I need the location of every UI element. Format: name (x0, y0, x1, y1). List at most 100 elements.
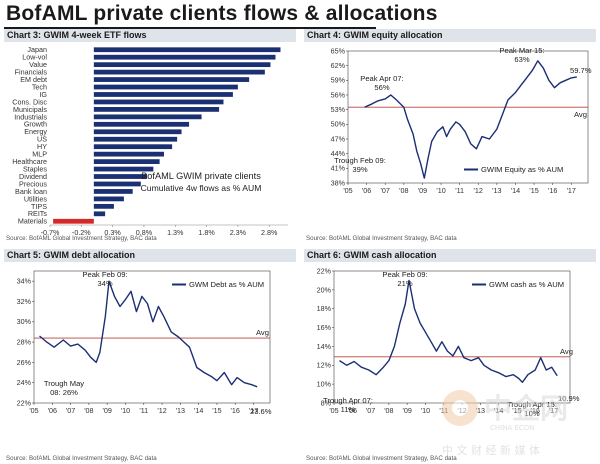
chart3-category-label: Bank loan (15, 187, 47, 196)
chart4-y-tick-label: 56% (331, 90, 346, 99)
chart6-annotation-trough2: 10% (524, 409, 539, 418)
chart4-panel: Chart 4: GWIM equity allocation 38% 41% 44… (304, 29, 596, 243)
chart4-x-tick-label: '11 (455, 186, 464, 195)
chart4-y-tick-label: 53% (331, 105, 346, 114)
chart4-x-tick-label: '09 (418, 186, 427, 195)
chart4-y-tick-label: 44% (331, 149, 346, 158)
chart3-category-label: Municipals (13, 105, 47, 114)
chart3-category-label: Tech (32, 82, 47, 91)
chart3-category-label: EM debt (20, 75, 47, 84)
chart6-panel: Chart 6: GWIM cash allocation 8% 10% 12% 14… (304, 249, 596, 463)
chart6-annotation-last: 10.9% (558, 394, 580, 403)
chart3-bar (93, 144, 173, 150)
chart4-plot-frame (347, 50, 589, 184)
chart5-annotation-trough: 08: 26% (50, 388, 78, 397)
chart3-x-tick-label: 2.8% (261, 228, 278, 237)
watermark-latin-text: CHINA ECON (490, 424, 535, 432)
chart3-x-tick-label: 2.3% (230, 228, 247, 237)
chart4-y-tick-label: 59% (331, 76, 346, 85)
chart3-category-label: Utilities (24, 194, 48, 203)
chart3-bar (93, 69, 265, 75)
chart4-x-tick-label: '17 (567, 186, 576, 195)
chart3-category-label: IG (39, 90, 47, 99)
chart3-bar (93, 54, 276, 60)
chart3-x-tick-label: 0.8% (136, 228, 153, 237)
chart6-x-tick-label: '16 (531, 406, 540, 415)
chart3-category-label: Japan (27, 45, 47, 54)
chart3-category-label: Dividend (19, 172, 47, 181)
chart5-y-tick-label: 22% (17, 398, 32, 407)
chart5-legend-label: GWM Debt as % AUM (189, 280, 264, 289)
chart4-x-tick-label: '14 (511, 186, 520, 195)
watermark-logo: 中金网 CHINA ECON 中 文 财 经 新 媒 体 (442, 390, 568, 457)
chart4-annotation-peak2: 63% (514, 55, 529, 64)
chart3-x-tick-label: -0.2% (72, 228, 91, 237)
chart5-x-tick-label: '12 (157, 406, 166, 415)
chart3-bar (93, 107, 220, 112)
chart6-y-tick-label: 10% (317, 380, 332, 389)
chart3-category-label: MLP (32, 150, 47, 159)
chart3-bar (93, 211, 106, 217)
chart6-x-tick-label: '13 (476, 406, 485, 415)
page-title: BofAML private clients flows & allocatio… (6, 2, 438, 25)
chart3-annotation-line1: BofAML GWIM private clients (141, 171, 261, 181)
chart5-x-tick-label: '11 (139, 406, 148, 415)
chart3-category-label: Industrials (14, 112, 47, 121)
chart5-x-tick-label: '15 (212, 406, 221, 415)
chart4-annotation-trough: 39% (352, 165, 367, 174)
chart4-x-tick-label: '08 (399, 186, 408, 195)
chart6-legend-label: GWM cash as % AUM (489, 280, 564, 289)
chart5-y-tick-label: 34% (17, 277, 32, 286)
chart3-bar (93, 47, 281, 53)
chart3-bar (93, 62, 271, 68)
chart4-annotation-last: 59.7% (570, 66, 592, 75)
chart6-annotation-trough: 11% (341, 405, 356, 414)
chart5-x-tick-label: '07 (66, 406, 75, 415)
chart3-category-label: Cons. Disc (12, 97, 47, 106)
chart5-plot-frame (33, 270, 271, 404)
chart4-x-tick-label: '15 (529, 186, 538, 195)
chart3-bar (93, 129, 182, 135)
chart5-x-tick-label: '13 (176, 406, 185, 415)
chart5-series-line (39, 280, 258, 388)
chart5-y-tick-label: 32% (17, 297, 32, 306)
chart4-series-line (364, 60, 577, 179)
chart3-bar (93, 121, 190, 127)
chart3-title: Chart 3: GWIM 4-week ETF flows (4, 29, 296, 42)
chart3-bar (93, 196, 124, 202)
chart6-y-tick-label: 14% (317, 342, 332, 351)
chart4-annotation-peak: 56% (374, 83, 389, 92)
chart3-bar (93, 151, 164, 157)
chart5-svg: 22% 24% 26% 28% 30% 32% 34% '05 '06 '07 '08 '09 '10 '… (6, 270, 272, 462)
chart5-x-tick-label: '05 (29, 406, 38, 415)
chart6-x-tick-label: '06 (348, 406, 357, 415)
chart5-x-tick-label: '14 (194, 406, 203, 415)
chart5-annotation-last: 23.6% (250, 407, 272, 416)
watermark-inner-circle-icon (452, 400, 468, 416)
chart6-title: Chart 6: GWIM cash allocation (304, 249, 596, 262)
chart6-svg: 8% 10% 12% 14% 16% 18% 20% 22% '05 '06 '07 '08 '09 '1… (306, 266, 580, 462)
chart6-annotation-trough2: Trough Apr 15: (507, 400, 557, 409)
chart4-legend-label: GWIM Equity as % AUM (481, 165, 563, 174)
chart4-y-tick-label: 41% (331, 164, 346, 173)
chart3-category-label: Financials (15, 68, 48, 77)
chart3-bar (93, 92, 233, 97)
chart6-x-tick-label: '10 (421, 406, 430, 415)
chart5-annotation-peak: 34% (97, 279, 112, 288)
watermark-big-text: 中金网 (484, 392, 568, 425)
chart3-bar (93, 136, 178, 142)
chart4-x-tick-label: '13 (492, 186, 501, 195)
chart5-y-tick-label: 28% (17, 337, 32, 346)
chart6-y-tick-label: 8% (321, 398, 332, 407)
chart3-panel: Chart 3: GWIM 4-week ETF flows Japan Low-… (4, 29, 296, 243)
chart6-series-line (339, 279, 558, 384)
chart4-y-tick-label: 50% (331, 120, 346, 129)
chart6-x-tick-label: '14 (494, 406, 503, 415)
chart4-x-tick-label: '12 (474, 186, 483, 195)
chart4-x-tick-label: '06 (362, 186, 371, 195)
chart5-y-tick-label: 26% (17, 358, 32, 367)
chart5-x-tick-label: '16 (231, 406, 240, 415)
chart6-x-tick-label: '07 (366, 406, 375, 415)
chart6-annotation-trough: Trough Apr 07: (323, 396, 373, 405)
chart5-title: Chart 5: GWIM debt allocation (4, 249, 296, 262)
